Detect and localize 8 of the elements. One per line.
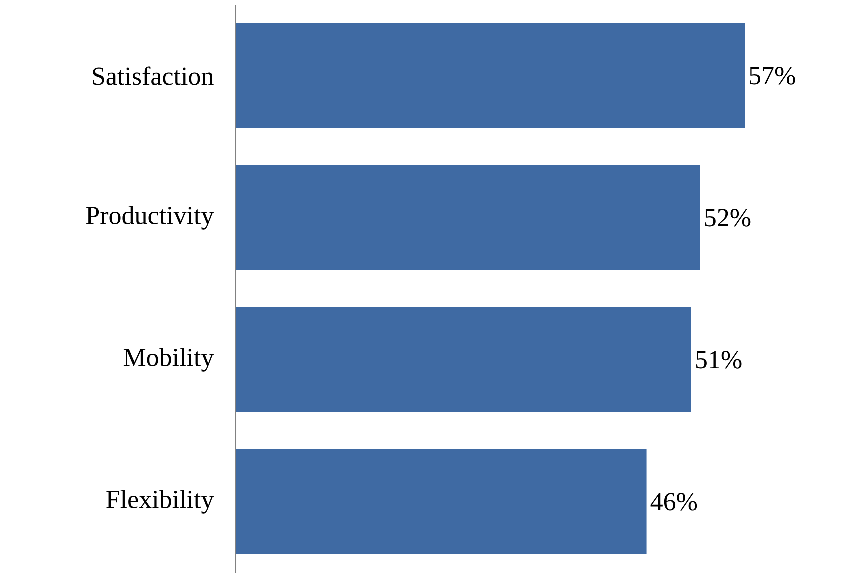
y-tick-label: Productivity: [86, 206, 214, 230]
data-label: 57%: [750, 67, 796, 85]
y-tick-label: Satisfaction: [93, 66, 214, 86]
data-label: 51%: [696, 351, 742, 369]
data-label: 52%: [705, 209, 751, 227]
y-tick-label: Mobility: [124, 348, 214, 372]
y-tick-label: Flexibility: [106, 490, 214, 514]
data-label: 46%: [650, 493, 698, 511]
